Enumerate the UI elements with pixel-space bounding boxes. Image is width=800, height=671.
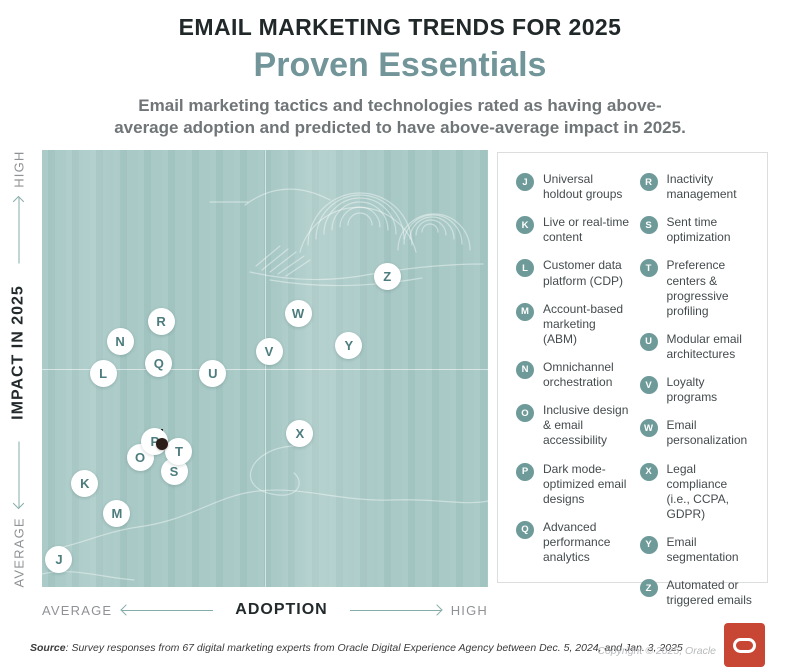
legend-dot-r: R	[639, 173, 658, 191]
marker-p: P	[141, 427, 169, 455]
marker-r: R	[147, 308, 175, 336]
legend-panel: J Universal holdout groups K Live or real-t…	[497, 152, 768, 607]
y-axis-title: IMPACT IN 2025	[9, 285, 27, 420]
legend-item-s: S Sent time optimization	[639, 215, 754, 245]
source-note: Source: Survey responses from 67 digital…	[30, 642, 683, 654]
arrow-left-icon	[18, 441, 19, 508]
legend-label: Loyalty programs	[666, 375, 718, 405]
legend-item-w: W Email personalization	[639, 418, 754, 448]
legend-column-1: J Universal holdout groups K Live or real-t…	[516, 172, 630, 621]
copyright-text: Copyright © 2025, Oracle	[597, 645, 716, 657]
x-axis: AVERAGE ADOPTION HIGH	[42, 601, 488, 619]
marker-n: N	[106, 327, 134, 355]
legend-dot-y: Y	[639, 535, 658, 554]
legend-dot-j: J	[516, 173, 534, 191]
page-title: Proven Essentials	[253, 46, 547, 84]
legend-item-v: V Loyalty programs	[639, 375, 754, 405]
legend-dot-m: M	[516, 302, 534, 321]
legend-item-l: L Customer data platform (CDP)	[516, 258, 630, 288]
arrow-right-icon	[349, 609, 441, 611]
legend-label: Live or real-time content	[543, 215, 630, 245]
legend-dot-t: T	[639, 259, 658, 278]
legend-label: Legal compliance (i.e., CCPA, GDPR)	[666, 461, 729, 521]
legend-dot-x: X	[639, 462, 658, 481]
legend-dot-w: W	[639, 419, 658, 438]
marker-q: Q	[145, 350, 173, 378]
legend-item-o: O Inclusive design & email accessibility	[516, 403, 630, 448]
legend-label: Preference centers & progressive profili…	[666, 258, 729, 318]
marker-t: T	[165, 438, 193, 466]
y-axis-max-label: HIGH	[11, 150, 26, 188]
legend-dot-o: O	[516, 404, 534, 423]
legend-item-q: Q Advanced performance analytics	[516, 520, 630, 565]
marker-j: J	[45, 546, 73, 574]
legend-label: Omnichannel orchestration	[543, 359, 614, 390]
legend-item-k: K Live or real-time content	[516, 215, 630, 245]
legend-dot-p: P	[516, 462, 534, 481]
legend-dot-s: S	[639, 216, 658, 235]
legend-label: Email segmentation	[666, 534, 739, 565]
legend-label: Account-based marketing (ABM)	[543, 301, 624, 346]
page-eyebrow-title: EMAIL MARKETING TRENDS FOR 2025	[178, 14, 622, 40]
legend-dot-k: K	[516, 216, 534, 235]
header: EMAIL MARKETING TRENDS FOR 2025 Proven E…	[0, 14, 800, 140]
legend-label: Dark mode-optimized email designs	[543, 461, 627, 506]
legend-label: Modular email architectures	[666, 331, 742, 361]
legend-item-p: P Dark mode-optimized email designs	[516, 462, 630, 507]
legend-item-n: N Omnichannel orchestration	[516, 360, 630, 390]
marker-l: L	[89, 359, 117, 387]
arrow-left-icon	[122, 609, 214, 611]
legend-item-u: U Modular email architectures	[639, 331, 754, 362]
x-axis-min-label: AVERAGE	[42, 602, 113, 618]
legend-label: Email personalization	[666, 418, 748, 448]
marker-w: W	[284, 299, 312, 327]
y-axis: AVERAGE IMPACT IN 2025 HIGH	[9, 150, 36, 588]
marker-x: X	[286, 419, 314, 447]
arrow-right-icon	[18, 197, 19, 264]
legend-label: Automated or triggered emails	[666, 578, 752, 608]
oracle-logo-icon	[724, 623, 765, 667]
quadrant-line-horizontal	[42, 368, 488, 370]
legend-dot-q: Q	[516, 520, 534, 539]
marker-k: K	[71, 469, 99, 497]
x-axis-max-label: HIGH	[450, 602, 488, 618]
legend-dot-l: L	[516, 259, 534, 278]
legend-item-r: R Inactivity management	[639, 172, 754, 202]
marker-m: M	[103, 499, 131, 527]
legend-label: Customer data platform (CDP)	[543, 258, 624, 288]
x-axis-title: ADOPTION	[235, 601, 328, 618]
marker-z: Z	[373, 263, 401, 291]
legend-item-y: Y Email segmentation	[639, 534, 754, 565]
legend-item-m: M Account-based marketing (ABM)	[516, 302, 630, 347]
source-label: Source	[30, 642, 66, 654]
legend-dot-v: V	[639, 376, 658, 395]
oracle-o-mark	[733, 637, 756, 653]
legend-dot-n: N	[516, 360, 534, 379]
marker-y: Y	[335, 331, 363, 359]
legend-item-x: X Legal compliance (i.e., CCPA, GDPR)	[639, 461, 754, 522]
pin-dot	[156, 437, 169, 450]
legend-label: Advanced performance analytics	[543, 519, 611, 565]
page-description: Email marketing tactics and technologies…	[114, 96, 686, 138]
legend-item-z: Z Automated or triggered emails	[639, 578, 754, 608]
legend-label: Inclusive design & email accessibility	[543, 403, 629, 448]
legend-item-j: J Universal holdout groups	[516, 172, 630, 202]
legend-dot-u: U	[639, 332, 658, 351]
legend-column-2: R Inactivity management S Sent time optimiz…	[639, 172, 754, 621]
marker-v: V	[255, 337, 283, 365]
source-text: : Survey responses from 67 digital marke…	[65, 642, 683, 654]
y-axis-min-label: AVERAGE	[11, 517, 26, 588]
legend-label: Universal holdout groups	[543, 172, 623, 202]
legend-dot-z: Z	[639, 579, 658, 598]
legend-label: Sent time optimization	[666, 215, 731, 245]
marker-u: U	[199, 359, 227, 387]
texture-contour-art	[42, 188, 488, 581]
legend-item-t: T Preference centers & progressive profil…	[639, 258, 754, 318]
legend-label: Inactivity management	[666, 172, 737, 202]
